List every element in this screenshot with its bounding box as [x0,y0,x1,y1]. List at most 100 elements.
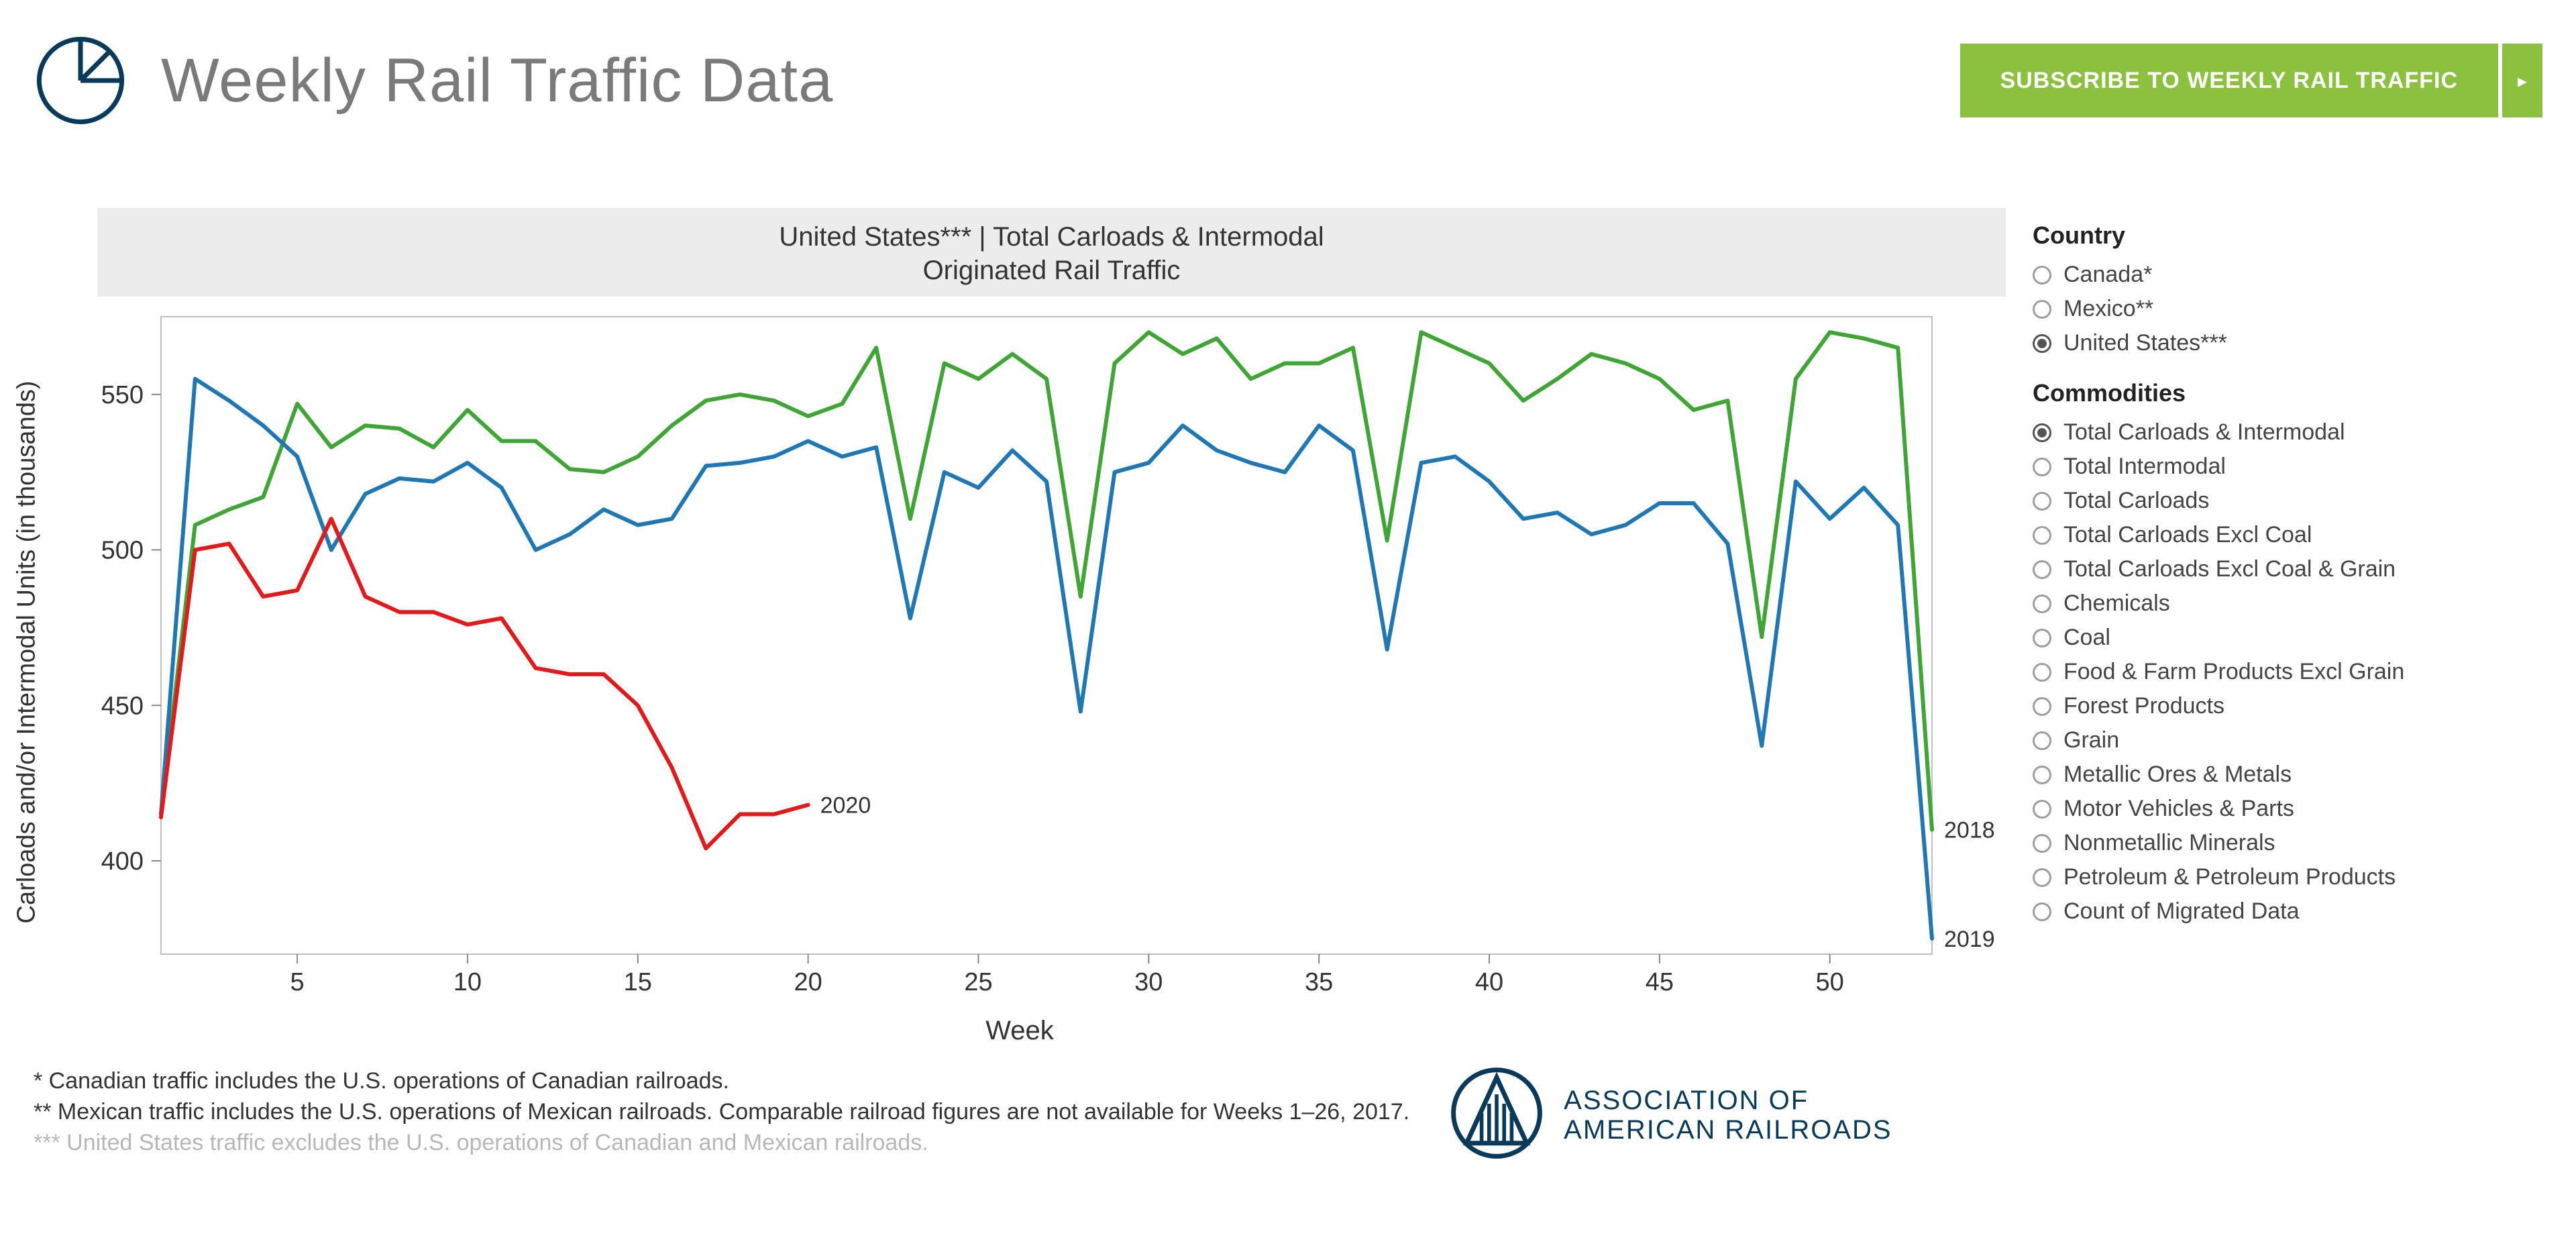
commodity-label: Petroleum & Petroleum Products [2063,864,2396,890]
commodity-label: Metallic Ores & Metals [2063,762,2292,788]
radio-icon [2033,731,2051,750]
country-label: Canada* [2063,262,2152,288]
header: Weekly Rail Traffic Data SUBSCRIBE TO WE… [34,34,2542,127]
chart-column: United States*** | Total Carloads & Inte… [34,208,2006,1163]
commodity-option[interactable]: Total Intermodal [2033,450,2542,484]
svg-text:25: 25 [964,968,992,996]
chart-title-band: United States*** | Total Carloads & Inte… [97,208,2006,297]
commodity-label: Food & Farm Products Excl Grain [2063,659,2404,685]
subscribe-button[interactable]: SUBSCRIBE TO WEEKLY RAIL TRAFFIC ▸ [1960,44,2542,117]
radio-icon [2033,423,2051,442]
svg-text:2019: 2019 [1944,927,1995,952]
commodities-heading: Commodities [2033,379,2542,407]
commodity-option[interactable]: Motor Vehicles & Parts [2033,792,2542,826]
commodity-option[interactable]: Total Carloads & Intermodal [2033,415,2542,450]
radio-icon [2033,629,2051,647]
footnote-3: *** United States traffic excludes the U… [34,1128,1409,1159]
commodity-option[interactable]: Nonmetallic Minerals [2033,826,2542,860]
svg-text:2018: 2018 [1944,818,1995,843]
aar-text-line2: AMERICAN RAILROADS [1564,1115,1892,1145]
radio-icon [2033,334,2051,353]
radio-icon [2033,300,2051,319]
commodity-option[interactable]: Total Carloads [2033,484,2542,518]
aar-logo: ASSOCIATION OF AMERICAN RAILROADS [1450,1066,1892,1163]
footnotes: * Canadian traffic includes the U.S. ope… [34,1066,1409,1159]
radio-icon [2033,766,2051,784]
commodity-option[interactable]: Metallic Ores & Metals [2033,758,2542,792]
page-title: Weekly Rail Traffic Data [161,46,833,116]
chart-wrap: Carloads and/or Intermodal Units (in tho… [34,297,2006,1008]
radio-icon [2033,868,2051,887]
country-list: Canada* Mexico** United States*** [2033,258,2542,360]
commodity-option[interactable]: Total Carloads Excl Coal [2033,518,2542,552]
commodity-label: Chemicals [2063,590,2170,617]
commodity-label: Count of Migrated Data [2063,898,2300,925]
commodity-option[interactable]: Total Carloads Excl Coal & Grain [2033,552,2542,586]
aar-logo-text: ASSOCIATION OF AMERICAN RAILROADS [1564,1086,1892,1145]
x-axis-label: Week [34,1016,2006,1046]
svg-text:50: 50 [1816,968,1844,996]
svg-text:450: 450 [101,692,144,720]
chevron-right-icon: ▸ [2502,44,2542,117]
line-chart: 400 450 500 550 5 10 15 20 25 30 35 40 45 50 2018 2019 2… [34,297,2019,1008]
footnote-2: ** Mexican traffic includes the U.S. ope… [34,1097,1409,1128]
commodity-option[interactable]: Grain [2033,723,2542,758]
country-option[interactable]: Canada* [2033,258,2542,292]
content: United States*** | Total Carloads & Inte… [34,208,2542,1163]
commodity-option[interactable]: Food & Farm Products Excl Grain [2033,655,2542,689]
chart-title-line1: United States*** | Total Carloads & Inte… [97,220,2006,254]
svg-text:2020: 2020 [820,793,871,819]
commodity-option[interactable]: Chemicals [2033,586,2542,621]
radio-icon [2033,834,2051,853]
svg-text:400: 400 [101,847,144,876]
radio-icon [2033,697,2051,716]
svg-text:45: 45 [1646,968,1674,996]
radio-icon [2033,458,2051,476]
commodity-option[interactable]: Count of Migrated Data [2033,894,2542,929]
country-option[interactable]: Mexico** [2033,292,2542,326]
country-option[interactable]: United States*** [2033,326,2542,360]
header-left: Weekly Rail Traffic Data [34,34,833,127]
radio-icon [2033,266,2051,284]
commodity-label: Motor Vehicles & Parts [2063,796,2294,822]
commodity-label: Coal [2063,625,2110,651]
commodity-list: Total Carloads & Intermodal Total Intermo… [2033,415,2542,929]
country-label: United States*** [2063,330,2227,356]
country-label: Mexico** [2063,296,2153,322]
svg-text:10: 10 [453,968,482,996]
svg-text:15: 15 [624,968,652,996]
commodity-option[interactable]: Forest Products [2033,689,2542,723]
svg-text:500: 500 [101,537,144,565]
radio-icon [2033,526,2051,545]
commodity-label: Total Carloads [2063,488,2209,514]
subscribe-label: SUBSCRIBE TO WEEKLY RAIL TRAFFIC [1960,44,2498,117]
commodity-label: Nonmetallic Minerals [2063,830,2275,856]
svg-text:35: 35 [1305,968,1333,996]
radio-icon [2033,560,2051,579]
radio-icon [2033,663,2051,682]
commodity-label: Total Carloads Excl Coal [2063,522,2312,548]
commodity-option[interactable]: Petroleum & Petroleum Products [2033,860,2542,894]
svg-text:40: 40 [1475,968,1503,996]
filter-panel: Country Canada*Mexico**United States*** … [2033,208,2542,929]
svg-text:30: 30 [1134,968,1163,996]
radio-icon [2033,902,2051,921]
footnote-1: * Canadian traffic includes the U.S. ope… [34,1066,1409,1097]
svg-text:20: 20 [794,968,822,996]
svg-text:5: 5 [290,968,305,996]
commodity-label: Forest Products [2063,693,2224,719]
country-heading: Country [2033,221,2542,250]
commodity-label: Total Carloads & Intermodal [2063,419,2345,446]
chart-title-line2: Originated Rail Traffic [97,254,2006,287]
commodity-label: Grain [2063,727,2119,753]
radio-icon [2033,800,2051,819]
commodity-option[interactable]: Coal [2033,621,2542,655]
aar-text-line1: ASSOCIATION OF [1564,1086,1892,1115]
radio-icon [2033,492,2051,511]
rail-logo-icon [1450,1066,1544,1163]
radio-icon [2033,594,2051,613]
pie-chart-icon [34,34,127,127]
commodity-label: Total Carloads Excl Coal & Grain [2063,556,2396,582]
svg-text:550: 550 [101,381,144,409]
y-axis-label: Carloads and/or Intermodal Units (in tho… [13,381,42,924]
